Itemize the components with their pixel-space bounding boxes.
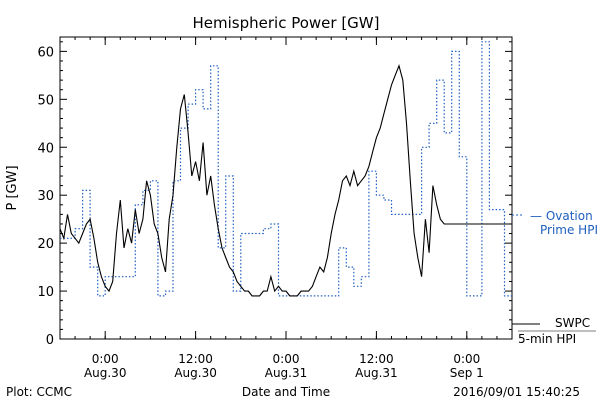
x-tick-date-label: Aug.30 [174, 366, 217, 380]
x-tick-time-label: 0:00 [273, 352, 300, 366]
x-axis-ticks: 0:00Aug.3012:00Aug.300:00Aug.3112:00Aug.… [59, 37, 513, 380]
x-tick-time-label: 0:00 [453, 352, 480, 366]
y-tick-label: 10 [37, 285, 54, 300]
footer-plot-credit: Plot: CCMC [6, 385, 72, 399]
footer-timestamp: 2016/09/01 15:40:25 [453, 385, 580, 399]
y-tick-label: 20 [37, 237, 54, 252]
x-tick-time-label: 12:00 [359, 352, 394, 366]
legend-ovation-label-2: Prime HPI [540, 223, 598, 237]
series-ovation-prime-hpi [60, 41, 512, 297]
series-swpc-5min-hpi [59, 64, 512, 297]
legend-swpc-label-2: 5-min HPI [518, 332, 576, 346]
x-tick-date-label: Sep 1 [450, 366, 484, 380]
x-tick-time-label: 0:00 [92, 352, 119, 366]
x-tick-date-label: Aug.31 [355, 366, 398, 380]
y-tick-label: 50 [37, 93, 54, 108]
y-tick-label: 30 [37, 189, 54, 204]
x-tick-date-label: Aug.30 [84, 366, 127, 380]
y-axis-ticks: 0 10 20 30 40 50 60 [37, 41, 512, 348]
y-axis-label: P [GW] [5, 165, 20, 210]
x-tick-date-label: Aug.31 [265, 366, 308, 380]
y-tick-label: 60 [37, 45, 54, 60]
x-tick-time-label: 12:00 [178, 352, 213, 366]
legend-swpc-label: SWPC [555, 316, 590, 330]
y-tick-label: 40 [37, 141, 54, 156]
legend-ovation-label: — Ovation [530, 209, 593, 223]
chart-title: Hemispheric Power [GW] [193, 14, 380, 32]
x-axis-label: Date and Time [242, 385, 330, 399]
y-tick-label: 0 [46, 333, 54, 348]
